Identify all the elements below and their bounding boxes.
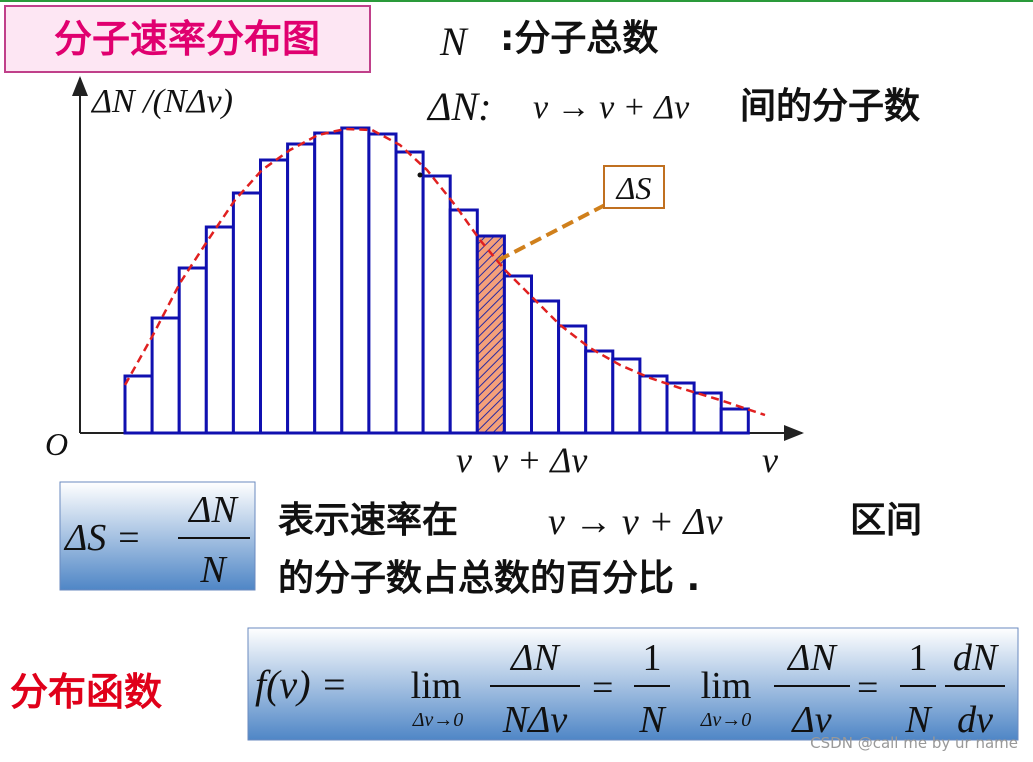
formula-part: lim: [411, 665, 462, 707]
histogram: [72, 76, 804, 441]
interval-end: v + Δv: [492, 440, 587, 480]
histogram-bar: [475, 234, 506, 435]
origin-label: O: [45, 426, 68, 462]
histogram-bar: [665, 381, 696, 435]
histogram-bar: [340, 126, 371, 435]
explanation: 的分子数占总数的百分比 .: [278, 558, 700, 599]
formula-part: dN: [953, 637, 1000, 679]
histogram-bar: [421, 174, 452, 435]
histogram-bar: [231, 191, 262, 435]
def-formula: v → v + Δv: [533, 89, 690, 126]
x-axis-label: v: [762, 440, 778, 480]
formula-lhs: ΔS =: [63, 517, 141, 559]
watermark: CSDN @call me by ur name: [810, 734, 1018, 752]
formula-part: =: [592, 667, 613, 709]
area-label: ΔS: [615, 170, 652, 206]
formula-part: dv: [957, 699, 993, 741]
y-axis-label: ΔN /(NΔv): [90, 83, 233, 120]
histogram-bar: [448, 208, 479, 435]
title-box: [4, 5, 371, 73]
formula-part: NΔv: [502, 699, 568, 741]
histogram-bar: [530, 299, 561, 435]
def-text: :分子总数: [500, 18, 658, 59]
histogram-bar: [584, 349, 615, 435]
histogram-bar: [502, 274, 533, 435]
formula-part: Δv→0: [412, 709, 464, 731]
formula-box: [247, 627, 1019, 741]
formula-part: 1: [643, 637, 662, 679]
explanation: 表示速率在: [278, 500, 458, 541]
interval-start: v: [456, 440, 472, 480]
histogram-bar: [204, 225, 235, 435]
area-label-box: [603, 165, 665, 209]
histogram-bar: [150, 316, 181, 435]
distribution-curve: [123, 127, 766, 417]
formula-part: ΔN: [786, 637, 838, 679]
histogram-bar: [123, 374, 154, 435]
formula-part: =: [857, 667, 878, 709]
formula-part: f(v) =: [255, 662, 348, 707]
histogram-bar: [313, 131, 344, 435]
explanation-formula: v → v + Δv: [548, 501, 723, 543]
histogram-bar: [286, 142, 317, 435]
numerator: ΔN: [187, 489, 239, 531]
area-pointer: [494, 203, 606, 264]
formula-part: Δv: [790, 699, 831, 741]
histogram-bar: [719, 407, 750, 435]
histogram-bar: [177, 266, 208, 435]
def-symbol: N: [439, 19, 469, 64]
histogram-bar: [394, 150, 425, 435]
formula-part: N: [904, 699, 933, 741]
formula-part: N: [638, 699, 667, 741]
formula-box: [59, 481, 256, 591]
formula-part: ΔN: [509, 637, 561, 679]
def-text: 间的分子数: [740, 86, 920, 127]
histogram-bar: [367, 132, 398, 435]
formula-part: lim: [701, 665, 752, 707]
title: 分子速率分布图: [54, 17, 320, 61]
denominator: N: [199, 549, 228, 591]
explanation: 区间: [850, 500, 922, 541]
histogram-bar: [259, 158, 290, 435]
function-label: 分布函数: [10, 670, 162, 714]
dot: [417, 172, 423, 178]
def-symbol: ΔN:: [426, 84, 491, 129]
formula-part: Δv→0: [700, 709, 752, 731]
histogram-bar: [611, 357, 642, 435]
formula-part: 1: [909, 637, 928, 679]
histogram-bar: [638, 374, 669, 435]
